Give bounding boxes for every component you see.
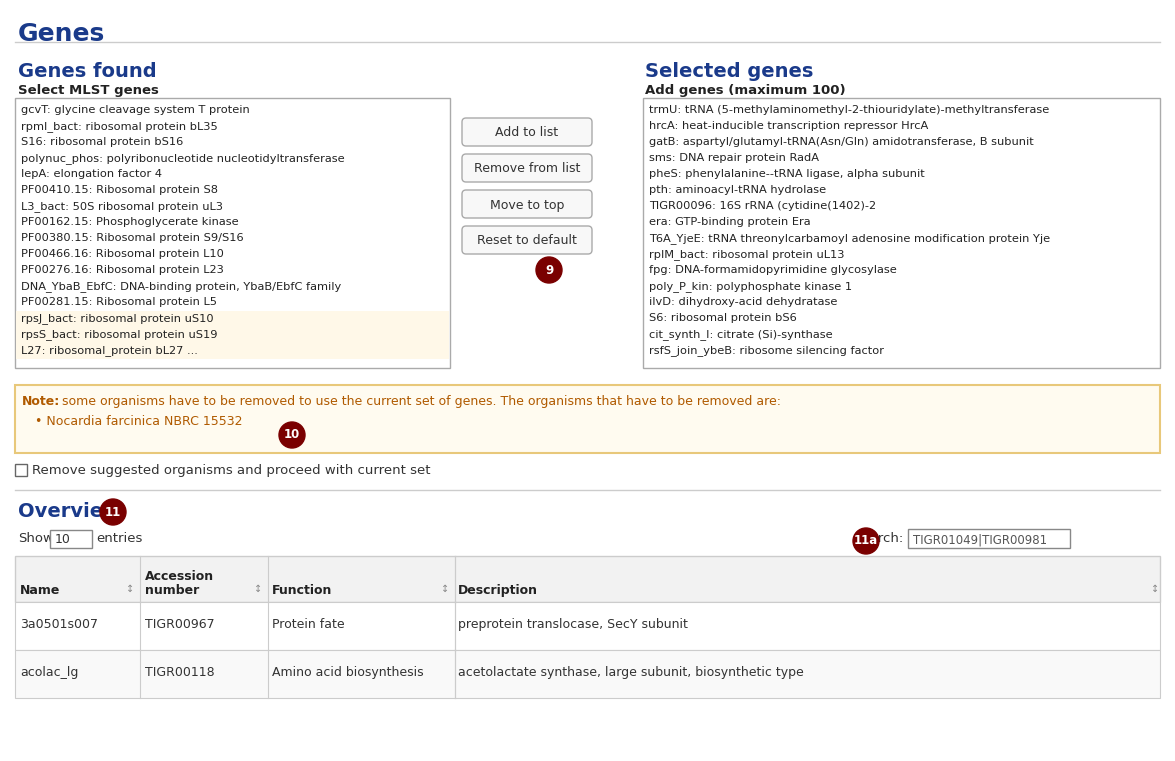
- Text: hrcA: heat-inducible transcription repressor HrcA: hrcA: heat-inducible transcription repre…: [649, 121, 928, 131]
- Text: lepA: elongation factor 4: lepA: elongation factor 4: [21, 169, 162, 179]
- Text: preprotein translocase, SecY subunit: preprotein translocase, SecY subunit: [458, 618, 687, 631]
- Bar: [16, 343, 449, 359]
- Text: ↕: ↕: [441, 584, 449, 594]
- Text: polynuc_phos: polyribonucleotide nucleotidyltransferase: polynuc_phos: polyribonucleotide nucleot…: [21, 153, 344, 164]
- Text: rsfS_join_ybeB: ribosome silencing factor: rsfS_join_ybeB: ribosome silencing facto…: [649, 345, 884, 356]
- Text: Amino acid biosynthesis: Amino acid biosynthesis: [271, 666, 424, 679]
- Bar: [51, 530, 92, 548]
- Text: Overview: Overview: [18, 502, 121, 521]
- Text: rpmI_bact: ribosomal protein bL35: rpmI_bact: ribosomal protein bL35: [21, 121, 217, 132]
- Text: ↕: ↕: [254, 584, 262, 594]
- Text: gcvT: glycine cleavage system T protein: gcvT: glycine cleavage system T protein: [21, 105, 250, 115]
- Text: ilvD: dihydroxy-acid dehydratase: ilvD: dihydroxy-acid dehydratase: [649, 297, 838, 307]
- Text: PF00410.15: Ribosomal protein S8: PF00410.15: Ribosomal protein S8: [21, 185, 219, 195]
- FancyBboxPatch shape: [462, 154, 592, 182]
- Text: trmU: tRNA (5-methylaminomethyl-2-thiouridylate)-methyltransferase: trmU: tRNA (5-methylaminomethyl-2-thiour…: [649, 105, 1049, 115]
- Text: Genes: Genes: [18, 22, 106, 46]
- Text: TIGR00096: 16S rRNA (cytidine(1402)-2: TIGR00096: 16S rRNA (cytidine(1402)-2: [649, 201, 877, 211]
- Text: Remove from list: Remove from list: [474, 163, 580, 176]
- Text: fpg: DNA-formamidopyrimidine glycosylase: fpg: DNA-formamidopyrimidine glycosylase: [649, 265, 897, 275]
- Circle shape: [278, 422, 306, 448]
- Text: Move to top: Move to top: [490, 199, 564, 212]
- Text: Name: Name: [20, 584, 60, 597]
- Bar: [908, 529, 1070, 548]
- Text: Show: Show: [18, 532, 54, 545]
- Bar: [15, 464, 27, 476]
- Text: Add genes (maximum 100): Add genes (maximum 100): [645, 84, 846, 97]
- Bar: [15, 602, 1160, 650]
- Text: 3a0501s007: 3a0501s007: [20, 618, 98, 631]
- Text: Accession: Accession: [145, 570, 214, 583]
- Text: Add to list: Add to list: [496, 126, 558, 139]
- Bar: [15, 650, 1160, 698]
- Bar: [16, 311, 449, 327]
- Text: Note:: Note:: [22, 395, 60, 408]
- Text: Genes found: Genes found: [18, 62, 156, 81]
- Bar: [643, 98, 1160, 368]
- Text: PF00276.16: Ribosomal protein L23: PF00276.16: Ribosomal protein L23: [21, 265, 224, 275]
- Text: Protein fate: Protein fate: [271, 618, 344, 631]
- Circle shape: [536, 257, 562, 283]
- Text: Selected genes: Selected genes: [645, 62, 813, 81]
- Text: • Nocardia farcinica NBRC 15532: • Nocardia farcinica NBRC 15532: [35, 415, 242, 428]
- Text: cit_synth_I: citrate (Si)-synthase: cit_synth_I: citrate (Si)-synthase: [649, 329, 833, 340]
- Text: Search:: Search:: [853, 532, 904, 545]
- Text: TIGR00118: TIGR00118: [145, 666, 215, 679]
- Text: entries: entries: [96, 532, 142, 545]
- Circle shape: [853, 528, 879, 554]
- Text: 9: 9: [545, 263, 553, 276]
- Text: era: GTP-binding protein Era: era: GTP-binding protein Era: [649, 217, 811, 227]
- Text: Function: Function: [271, 584, 333, 597]
- Text: rpsJ_bact: ribosomal protein uS10: rpsJ_bact: ribosomal protein uS10: [21, 313, 214, 324]
- Text: rpsS_bact: ribosomal protein uS19: rpsS_bact: ribosomal protein uS19: [21, 329, 217, 340]
- Text: ▼: ▼: [86, 542, 92, 548]
- Text: Description: Description: [458, 584, 538, 597]
- Text: acolac_lg: acolac_lg: [20, 666, 79, 679]
- Text: PF00162.15: Phosphoglycerate kinase: PF00162.15: Phosphoglycerate kinase: [21, 217, 239, 227]
- Text: L3_bact: 50S ribosomal protein uL3: L3_bact: 50S ribosomal protein uL3: [21, 201, 223, 212]
- Text: rplM_bact: ribosomal protein uL13: rplM_bact: ribosomal protein uL13: [649, 249, 845, 260]
- Text: TIGR00967: TIGR00967: [145, 618, 215, 631]
- Text: Remove suggested organisms and proceed with current set: Remove suggested organisms and proceed w…: [32, 464, 430, 477]
- Text: ↕: ↕: [1152, 584, 1159, 594]
- Text: gatB: aspartyl/glutamyl-tRNA(Asn/Gln) amidotransferase, B subunit: gatB: aspartyl/glutamyl-tRNA(Asn/Gln) am…: [649, 137, 1034, 147]
- Text: 11a: 11a: [854, 534, 878, 547]
- Text: some organisms have to be removed to use the current set of genes. The organisms: some organisms have to be removed to use…: [58, 395, 781, 408]
- FancyBboxPatch shape: [462, 118, 592, 146]
- Text: 10: 10: [55, 533, 70, 546]
- Text: S6: ribosomal protein bS6: S6: ribosomal protein bS6: [649, 313, 797, 323]
- Text: number: number: [145, 584, 200, 597]
- Text: 10: 10: [284, 428, 300, 441]
- Text: PF00380.15: Ribosomal protein S9/S16: PF00380.15: Ribosomal protein S9/S16: [21, 233, 243, 243]
- Text: DNA_YbaB_EbfC: DNA-binding protein, YbaB/EbfC family: DNA_YbaB_EbfC: DNA-binding protein, YbaB…: [21, 281, 341, 292]
- Text: PF00466.16: Ribosomal protein L10: PF00466.16: Ribosomal protein L10: [21, 249, 224, 259]
- Text: Reset to default: Reset to default: [477, 234, 577, 247]
- Bar: [15, 98, 450, 368]
- Text: 11: 11: [105, 505, 121, 518]
- Text: pth: aminoacyl-tRNA hydrolase: pth: aminoacyl-tRNA hydrolase: [649, 185, 826, 195]
- Text: Select MLST genes: Select MLST genes: [18, 84, 159, 97]
- Circle shape: [100, 499, 126, 525]
- Text: sms: DNA repair protein RadA: sms: DNA repair protein RadA: [649, 153, 819, 163]
- FancyBboxPatch shape: [462, 190, 592, 218]
- Text: S16: ribosomal protein bS16: S16: ribosomal protein bS16: [21, 137, 183, 147]
- FancyBboxPatch shape: [462, 226, 592, 254]
- Text: T6A_YjeE: tRNA threonylcarbamoyl adenosine modification protein Yje: T6A_YjeE: tRNA threonylcarbamoyl adenosi…: [649, 233, 1050, 244]
- Text: L27: ribosomal_protein bL27 ...: L27: ribosomal_protein bL27 ...: [21, 345, 197, 356]
- Text: acetolactate synthase, large subunit, biosynthetic type: acetolactate synthase, large subunit, bi…: [458, 666, 804, 679]
- Bar: [15, 556, 1160, 602]
- Text: poly_P_kin: polyphosphate kinase 1: poly_P_kin: polyphosphate kinase 1: [649, 281, 852, 292]
- Bar: [16, 327, 449, 343]
- Text: pheS: phenylalanine--tRNA ligase, alpha subunit: pheS: phenylalanine--tRNA ligase, alpha …: [649, 169, 925, 179]
- Text: ↕: ↕: [126, 584, 134, 594]
- Text: ▲: ▲: [86, 535, 92, 541]
- Bar: [15, 385, 1160, 453]
- Text: PF00281.15: Ribosomal protein L5: PF00281.15: Ribosomal protein L5: [21, 297, 217, 307]
- Text: TIGR01049|TIGR00981: TIGR01049|TIGR00981: [913, 533, 1047, 546]
